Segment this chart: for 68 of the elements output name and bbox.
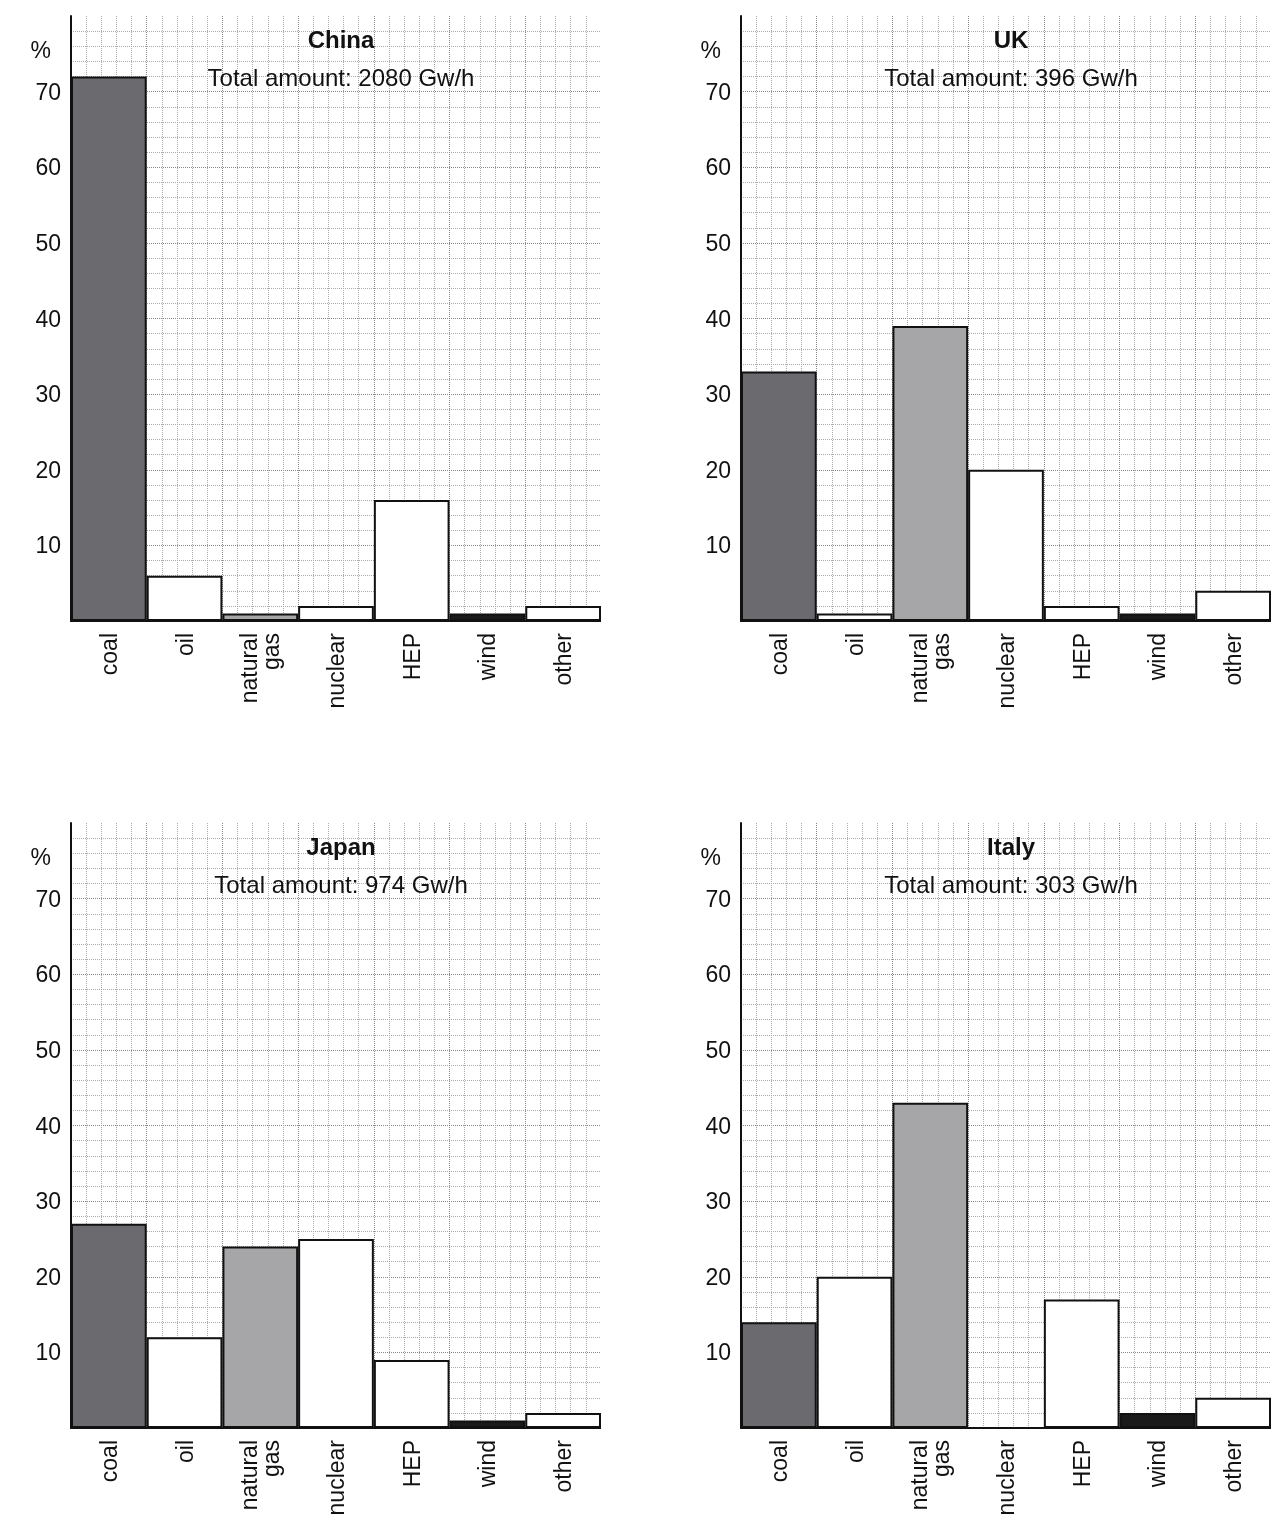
y-axis-title: % <box>700 843 721 870</box>
x-tick-label: oil <box>841 1440 868 1464</box>
y-tick-label: 10 <box>35 1339 61 1366</box>
y-axis-title: % <box>30 36 51 63</box>
chart-title: China <box>307 25 375 53</box>
y-tick-label: 60 <box>705 961 731 988</box>
y-tick-label: 20 <box>705 456 731 483</box>
x-tick-label: coal <box>95 633 122 676</box>
text: Total amount: 303 Gw/h <box>884 870 1138 898</box>
y-tick-label: 10 <box>705 532 731 559</box>
y-tick-label: 20 <box>705 1263 731 1290</box>
x-tick-label: natural gas <box>906 633 955 704</box>
y-axis-title: % <box>700 36 721 63</box>
y-tick-label: 50 <box>35 1036 61 1063</box>
x-tick-label: nuclear <box>323 632 349 709</box>
x-tick-label: nuclear <box>993 1439 1019 1516</box>
y-tick-label: 20 <box>35 1263 61 1290</box>
y-tick-label: 10 <box>35 532 61 559</box>
y-tick-label: 30 <box>35 381 61 408</box>
x-tick-label: natural gas <box>906 1440 955 1511</box>
y-tick-label: 70 <box>35 78 61 105</box>
y-tick-label: 30 <box>705 381 731 408</box>
y-tick-label: 60 <box>35 961 61 988</box>
x-tick-label: other <box>550 632 577 686</box>
y-tick-label: 40 <box>705 305 731 332</box>
x-tick-label: nuclear <box>993 632 1019 709</box>
chart-title: Japan <box>306 832 376 860</box>
y-tick-label: 40 <box>35 305 61 332</box>
y-tick-label: 10 <box>705 1339 731 1366</box>
y-tick-label: 40 <box>35 1112 61 1139</box>
y-tick-label: 50 <box>705 229 731 256</box>
x-tick-label: oil <box>841 633 868 657</box>
x-tick-label: HEP <box>398 1440 425 1488</box>
x-tick-label: natural gas <box>236 633 285 704</box>
text: Total amount: 396 Gw/h <box>884 63 1138 91</box>
y-tick-label: 70 <box>705 78 731 105</box>
x-tick-label: oil <box>171 633 198 657</box>
x-tick-label: other <box>1220 1439 1247 1493</box>
y-tick-label: 30 <box>705 1188 731 1215</box>
x-tick-label: coal <box>95 1440 122 1483</box>
chart-title: UK <box>993 25 1029 53</box>
x-tick-label: HEP <box>398 633 425 681</box>
x-tick-label: wind <box>474 633 501 682</box>
y-tick-label: 30 <box>35 1188 61 1215</box>
y-tick-label: 60 <box>35 154 61 181</box>
y-tick-label: 40 <box>705 1112 731 1139</box>
x-tick-label: oil <box>171 1440 198 1464</box>
x-tick-label: other <box>550 1439 577 1493</box>
y-tick-label: 70 <box>35 885 61 912</box>
x-tick-label: coal <box>765 633 792 676</box>
y-axis-title: % <box>30 843 51 870</box>
y-tick-label: 60 <box>705 154 731 181</box>
y-tick-label: 50 <box>705 1036 731 1063</box>
x-tick-label: coal <box>765 1440 792 1483</box>
y-tick-label: 50 <box>35 229 61 256</box>
x-tick-label: wind <box>1144 1440 1171 1489</box>
x-tick-label: natural gas <box>236 1440 285 1511</box>
chart-title: Italy <box>986 832 1036 860</box>
x-tick-label: wind <box>474 1440 501 1489</box>
y-tick-label: 20 <box>35 456 61 483</box>
x-tick-label: wind <box>1144 633 1171 682</box>
x-tick-label: nuclear <box>323 1439 349 1516</box>
x-tick-label: HEP <box>1068 633 1095 681</box>
text: Total amount: 974 Gw/h <box>214 870 468 898</box>
x-tick-label: HEP <box>1068 1440 1095 1488</box>
y-tick-label: 70 <box>705 885 731 912</box>
x-tick-label: other <box>1220 632 1247 686</box>
text: Total amount: 2080 Gw/h <box>207 63 475 91</box>
